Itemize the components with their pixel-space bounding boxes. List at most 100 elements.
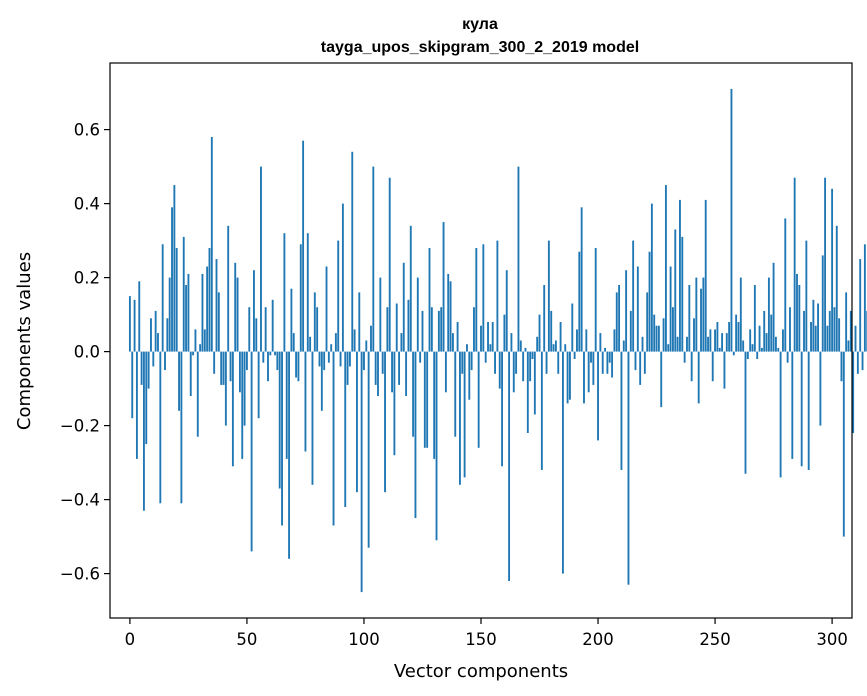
bar	[571, 303, 574, 352]
y-tick-label: −0.2	[60, 417, 100, 436]
bar	[796, 273, 798, 352]
bar	[227, 225, 230, 352]
bar	[194, 329, 197, 352]
bar	[826, 325, 829, 352]
bar	[709, 329, 712, 352]
bar	[192, 351, 195, 356]
bar	[398, 351, 401, 385]
bar	[681, 236, 684, 352]
bar	[763, 310, 766, 352]
bar	[501, 351, 503, 467]
y-tick-label: 0.4	[74, 195, 100, 214]
bar	[245, 351, 248, 371]
bar	[793, 177, 796, 352]
bar	[669, 266, 672, 352]
bar	[716, 322, 719, 352]
bar	[742, 340, 745, 352]
bar	[154, 310, 157, 352]
bar	[842, 351, 845, 537]
bar	[632, 240, 635, 352]
bar	[206, 266, 209, 352]
bar	[627, 351, 630, 585]
bar	[234, 262, 237, 352]
bar	[468, 351, 471, 400]
bar	[175, 248, 178, 352]
bar	[786, 351, 789, 363]
bar	[566, 351, 569, 404]
bar	[592, 351, 595, 385]
bar	[529, 351, 532, 382]
bar	[807, 351, 810, 470]
bar	[852, 351, 855, 433]
bar	[337, 240, 340, 352]
bar	[861, 351, 864, 371]
bar	[594, 248, 597, 352]
bar	[695, 277, 698, 352]
bar	[700, 288, 702, 352]
bar	[391, 351, 393, 393]
bar	[264, 307, 267, 352]
bar	[531, 351, 534, 359]
bar	[196, 351, 199, 437]
bar	[690, 351, 693, 382]
bar	[325, 266, 328, 352]
bar	[297, 351, 300, 382]
bar	[138, 281, 141, 352]
bar	[800, 351, 803, 467]
bar	[201, 273, 204, 352]
bar	[199, 344, 202, 352]
bar	[152, 351, 155, 367]
bar	[145, 351, 148, 445]
bar	[185, 285, 188, 352]
bar	[260, 166, 262, 352]
bar	[547, 240, 550, 352]
bar	[620, 351, 623, 470]
bar	[674, 229, 677, 352]
bar	[440, 307, 443, 352]
bar	[608, 351, 611, 363]
bar	[241, 351, 244, 459]
bar	[812, 299, 815, 352]
bar	[538, 314, 541, 352]
bar	[814, 325, 817, 352]
bar	[428, 248, 431, 352]
bar	[725, 333, 728, 352]
chart-subtitle: tayga_upos_skipgram_300_2_2019 model	[321, 39, 639, 56]
bar	[295, 351, 298, 378]
bar	[215, 259, 218, 352]
bar	[168, 277, 171, 352]
bar	[737, 322, 740, 352]
bar	[229, 351, 232, 382]
bar	[250, 351, 253, 552]
bar	[269, 351, 272, 356]
bar	[157, 333, 159, 352]
bar	[751, 344, 754, 352]
bar	[248, 307, 251, 352]
bar	[140, 351, 143, 385]
bar	[543, 285, 546, 352]
bar	[135, 351, 138, 459]
bar	[798, 285, 801, 352]
bar	[189, 351, 192, 396]
bar	[339, 351, 342, 367]
bar	[676, 336, 679, 352]
bar	[552, 344, 555, 352]
bar	[655, 325, 658, 352]
bar	[459, 351, 461, 485]
bar	[311, 351, 314, 485]
bar	[643, 351, 646, 374]
bar	[765, 333, 768, 352]
bar	[840, 351, 843, 382]
bar	[739, 277, 742, 352]
bar	[379, 277, 382, 352]
bar	[693, 318, 695, 352]
bar	[463, 351, 466, 478]
bar	[473, 307, 475, 352]
bar	[414, 351, 417, 519]
bar	[732, 351, 735, 356]
bar	[611, 351, 614, 378]
bar	[178, 351, 180, 411]
bar	[267, 351, 269, 382]
bar	[358, 292, 361, 352]
